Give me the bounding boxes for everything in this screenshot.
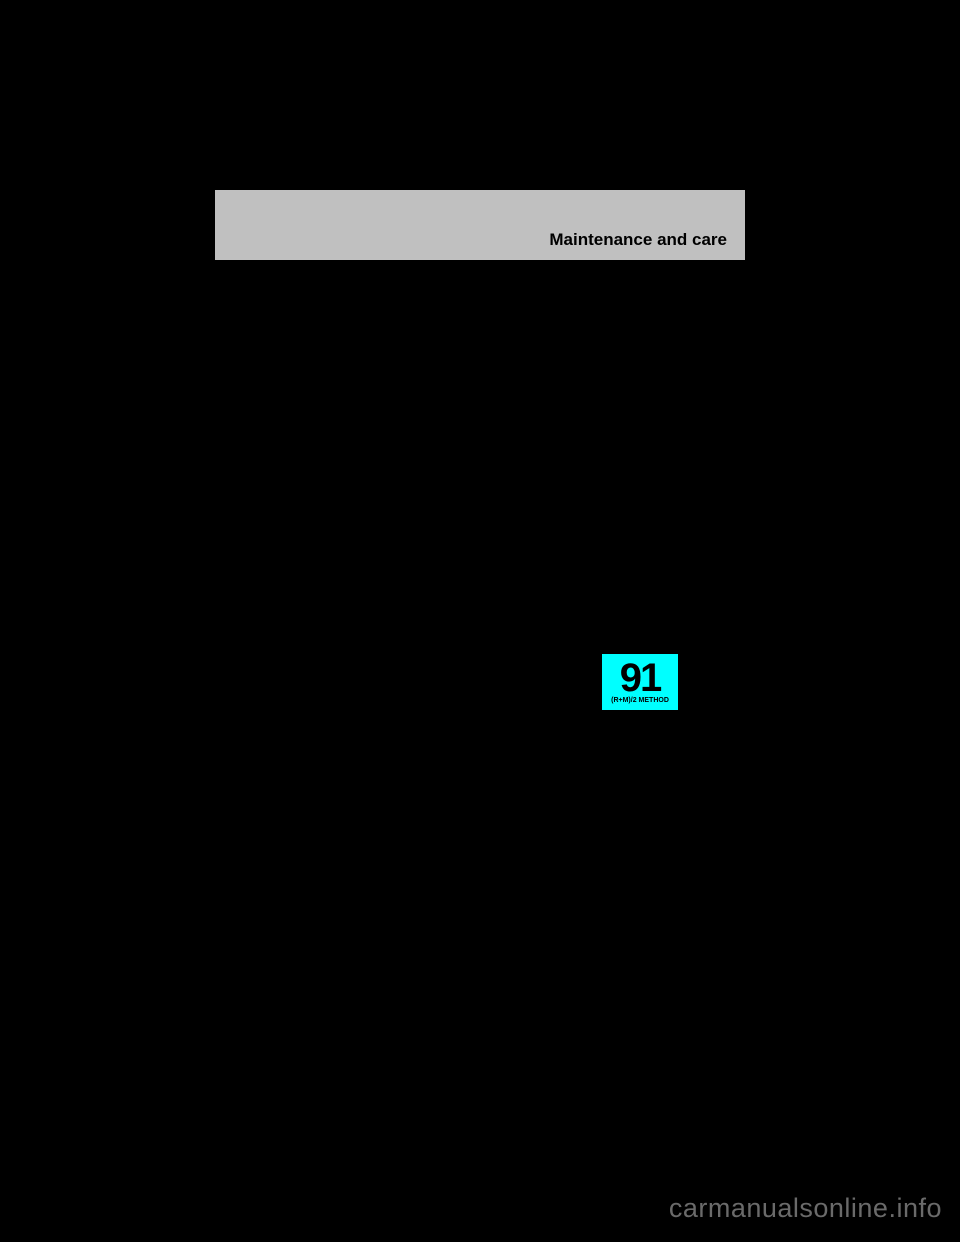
bullet-square-icon xyxy=(505,652,516,663)
octane-method-text: (R+M)/2 METHOD xyxy=(611,697,669,704)
octane-label-box: 91 (R+M)/2 METHOD xyxy=(600,652,680,712)
section-header-bar: Maintenance and care xyxy=(215,190,745,260)
octane-rating-graphic: 91 (R+M)/2 METHOD xyxy=(600,652,690,712)
watermark-text: carmanualsonline.info xyxy=(669,1193,942,1224)
section-title: Maintenance and care xyxy=(549,230,727,250)
page-container: Maintenance and care xyxy=(215,190,745,260)
octane-number: 91 xyxy=(620,660,661,696)
